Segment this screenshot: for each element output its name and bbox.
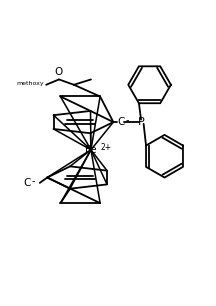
Text: methoxy: methoxy xyxy=(16,81,44,86)
Text: P: P xyxy=(138,117,145,127)
Text: C: C xyxy=(24,178,31,188)
Text: -: - xyxy=(31,176,35,186)
Text: -: - xyxy=(126,115,129,125)
Text: Fe: Fe xyxy=(85,145,97,155)
Text: 2+: 2+ xyxy=(100,143,112,152)
Text: C: C xyxy=(118,117,125,127)
Text: O: O xyxy=(55,67,63,77)
